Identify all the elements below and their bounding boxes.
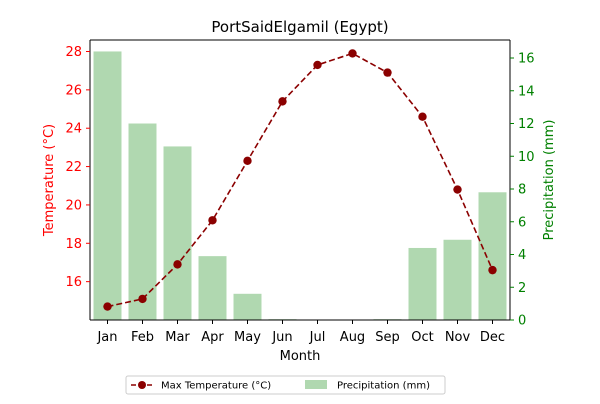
precipitation-bar-oct (408, 247, 437, 320)
legend-frame (125, 375, 446, 395)
temperature-point-apr (208, 216, 217, 225)
right-tick-label: 4 (518, 248, 526, 263)
temperature-point-may (243, 156, 252, 166)
right-tick-label: 2 (518, 281, 526, 296)
right-tick-label: 6 (518, 215, 526, 230)
temperature-point-oct (418, 112, 427, 121)
temperature-point-nov (453, 185, 462, 194)
chart-title: PortSaidElgamil (Egypt) (211, 18, 388, 36)
temperature-point-aug (348, 49, 357, 58)
right-tick-label: 8 (518, 183, 526, 198)
precipitation-bar-dec (478, 192, 507, 320)
x-tick-label-may: May (234, 330, 261, 345)
x-tick-label-apr: Apr (201, 330, 224, 345)
x-tick-label-nov: Nov (445, 330, 471, 345)
right-tick-label: 12 (518, 117, 535, 132)
x-axis-label: Month (280, 349, 321, 364)
left-tick-label: 16 (65, 275, 82, 290)
precipitation-bars (93, 51, 507, 321)
precipitation-bar-apr (198, 256, 227, 320)
left-axis-label: Temperature (°C) (42, 124, 57, 237)
temperature-point-jan (103, 302, 112, 311)
x-tick-label-sep: Sep (375, 330, 400, 345)
legend: Max Temperature (°C) Precipitation (mm) (125, 375, 446, 395)
x-tick-label-dec: Dec (480, 330, 505, 345)
precipitation-bar-may (233, 293, 262, 320)
temperature-line (103, 49, 497, 311)
right-tick-label: 16 (518, 52, 535, 67)
precipitation-bar-feb (128, 123, 157, 320)
legend-temperature-marker (138, 381, 146, 389)
left-tick-label: 24 (65, 122, 82, 137)
x-tick-label-jun: Jun (271, 330, 292, 345)
left-tick-label: 18 (65, 237, 82, 252)
right-axis-label: Precipitation (mm) (542, 120, 557, 241)
temperature-point-dec (488, 265, 497, 275)
left-tick-label: 28 (65, 45, 82, 60)
right-tick-label: 0 (518, 314, 526, 329)
temperature-point-feb (138, 294, 147, 304)
x-tick-label-aug: Aug (340, 330, 365, 345)
x-tick-label-mar: Mar (165, 330, 190, 345)
left-tick-label: 22 (65, 160, 82, 175)
temperature-point-jun (278, 97, 287, 106)
temperature-point-sep (383, 68, 392, 77)
legend-precipitation-label: Precipitation (mm) (337, 381, 430, 392)
legend-precipitation-swatch (305, 380, 327, 389)
left-tick-label: 20 (65, 198, 82, 213)
precipitation-bar-jan (93, 51, 122, 321)
axes: Jan Feb Mar Apr May Jun Jul Aug Sep Oct Nov Dec 16 18… (65, 39, 535, 345)
precipitation-bar-mar (163, 146, 192, 320)
x-tick-label-feb: Feb (131, 330, 154, 345)
precipitation-bar-nov (443, 239, 472, 320)
temperature-point-mar (173, 260, 182, 269)
right-tick-label: 14 (518, 84, 535, 99)
legend-temperature-label: Max Temperature (°C) (161, 381, 271, 392)
right-tick-label: 10 (518, 150, 535, 165)
x-tick-label-jan: Jan (96, 330, 117, 345)
temperature-point-jul (313, 60, 322, 70)
temperature-series-line (107, 52, 494, 308)
left-tick-label: 26 (65, 83, 82, 98)
x-tick-label-oct: Oct (411, 330, 433, 345)
x-tick-label-jul: Jul (309, 330, 326, 345)
